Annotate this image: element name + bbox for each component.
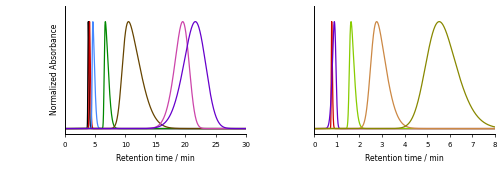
X-axis label: Retention time / min: Retention time / min: [116, 153, 194, 162]
Y-axis label: Normalized Absorbance: Normalized Absorbance: [50, 24, 59, 116]
X-axis label: Retention time / min: Retention time / min: [366, 153, 444, 162]
